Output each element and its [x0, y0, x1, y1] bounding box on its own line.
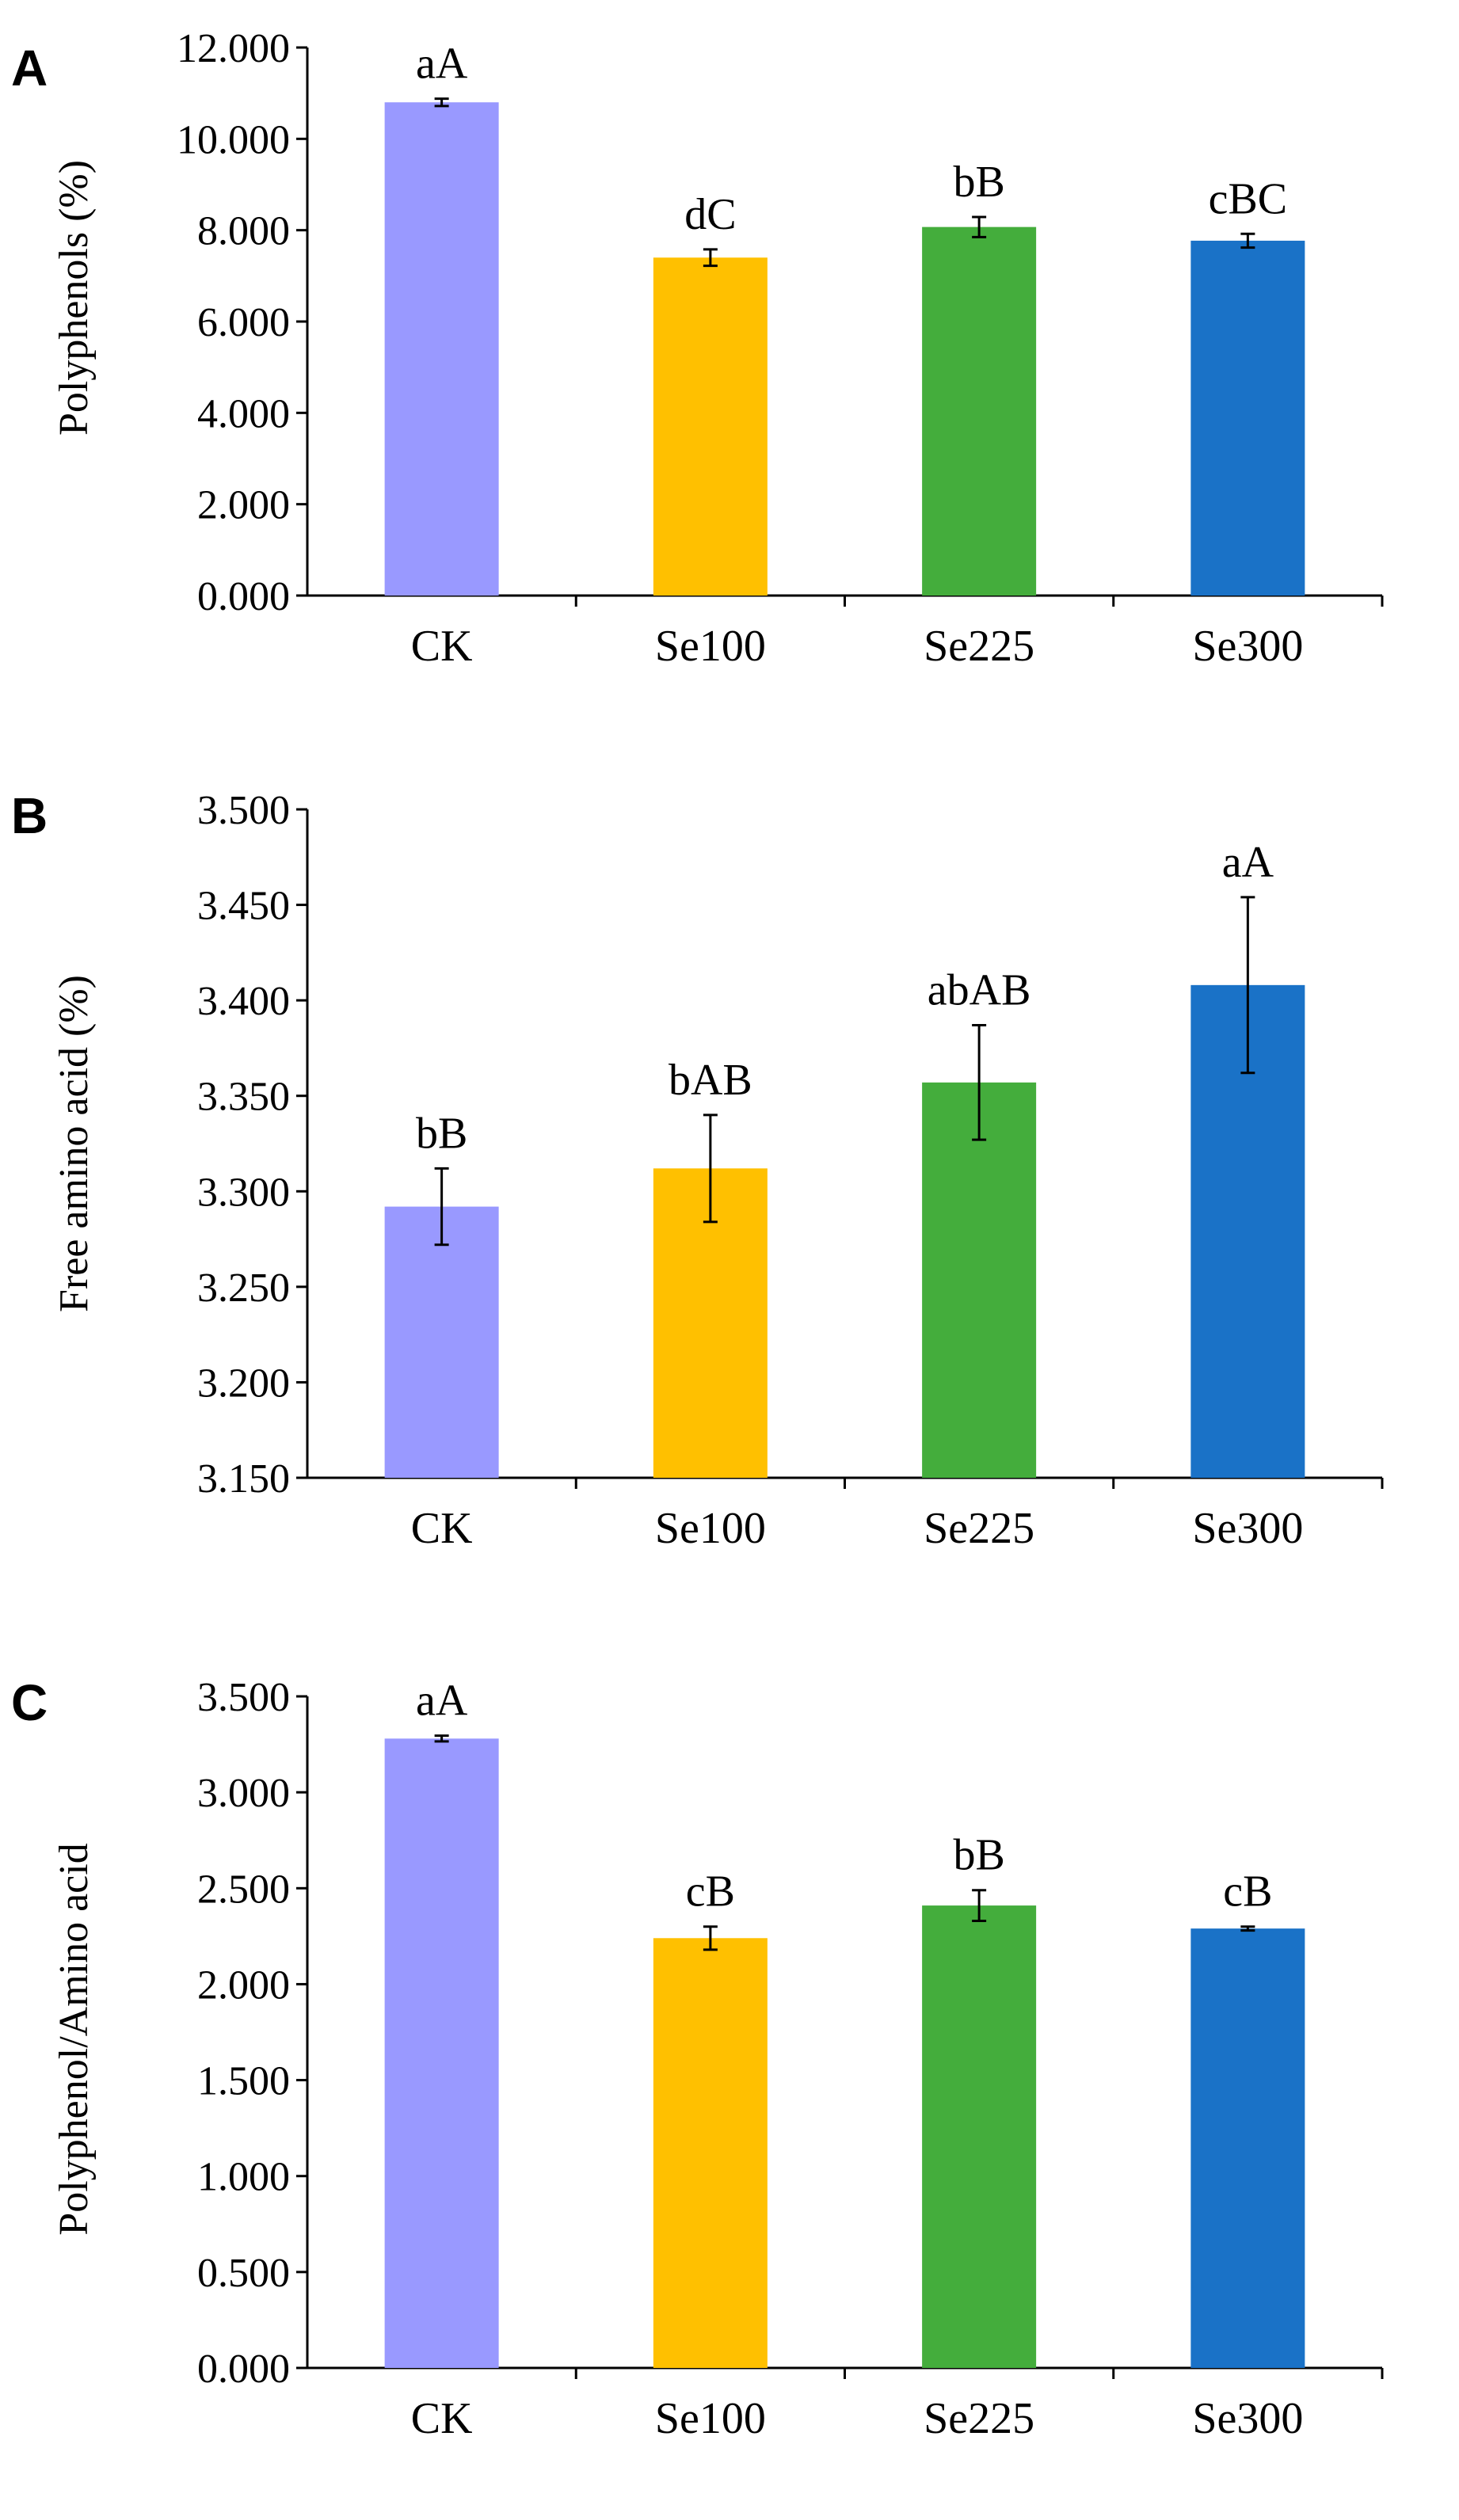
- y-tick-label: 4.000: [197, 391, 290, 436]
- bar-significance-label: dC: [684, 190, 736, 239]
- y-tick-label: 3.500: [197, 1675, 290, 1720]
- y-tick-label: 3.400: [197, 979, 290, 1024]
- error-bar: [972, 215, 987, 238]
- bar-ck: [384, 102, 499, 596]
- error-bar: [703, 1113, 718, 1224]
- bar-significance-label: aA: [1222, 838, 1274, 887]
- bar-significance-label: aA: [416, 1677, 468, 1726]
- error-bar: [972, 1023, 987, 1141]
- y-tick-label: 0.500: [197, 2251, 290, 2296]
- panel-letter: B: [11, 787, 48, 844]
- panel-letter: A: [11, 40, 48, 97]
- x-category-label: Se300: [1192, 1504, 1303, 1553]
- error-bar: [1240, 896, 1255, 1075]
- bar-significance-label: aA: [416, 40, 468, 89]
- y-tick-label: 6.000: [197, 300, 290, 345]
- x-category-label: Se300: [1192, 2394, 1303, 2443]
- y-tick-label: 3.200: [197, 1361, 290, 1406]
- y-tick-label: 3.350: [197, 1075, 290, 1120]
- error-bar: [703, 248, 718, 268]
- y-tick-label: 0.000: [197, 574, 290, 619]
- y-axis-title: Free amino acid (%): [51, 975, 97, 1312]
- x-category-label: Se300: [1192, 622, 1303, 671]
- bar-significance-label: bB: [953, 1831, 1004, 1880]
- bar-significance-label: bAB: [669, 1056, 752, 1105]
- x-category-label: Se100: [655, 1504, 766, 1553]
- bar-significance-label: abAB: [928, 965, 1031, 1014]
- bar-significance-label: cB: [1223, 1867, 1272, 1917]
- x-category-label: Se225: [924, 622, 1034, 671]
- y-tick-label: 3.150: [197, 1456, 290, 1502]
- error-bar: [972, 1889, 987, 1922]
- error-bar: [434, 1167, 449, 1247]
- y-tick-label: 2.500: [197, 1867, 290, 1912]
- x-category-label: Se225: [924, 2394, 1034, 2443]
- y-tick-label: 10.000: [177, 117, 290, 162]
- x-category-label: Se100: [655, 2394, 766, 2443]
- y-axis-title: Polyphenols (%): [51, 160, 97, 436]
- y-tick-label: 3.250: [197, 1266, 290, 1311]
- y-tick-label: 8.000: [197, 209, 290, 254]
- panel-b: B Free amino acid (%) 3.150 3.200 3.250 3.3…: [11, 787, 1384, 1553]
- y-tick-label: 3.450: [197, 884, 290, 929]
- x-category-label: CK: [411, 2394, 473, 2443]
- error-bar: [703, 1925, 718, 1951]
- y-tick-label: 12.000: [177, 26, 290, 71]
- y-tick-label: 2.000: [197, 483, 290, 528]
- error-bar: [1240, 1925, 1255, 1932]
- bar-significance-label: cB: [686, 1867, 735, 1917]
- bar-se100: [653, 257, 768, 596]
- bar-ck: [384, 1206, 499, 1478]
- bar-se225: [922, 1905, 1037, 2368]
- y-tick-label: 2.000: [197, 1962, 290, 2008]
- bar-significance-label: bB: [953, 158, 1004, 207]
- y-tick-label: 3.300: [197, 1170, 290, 1215]
- bar-se300: [1190, 240, 1305, 596]
- x-category-label: CK: [411, 622, 473, 671]
- y-axis-title: Polyphenol/Amino acid: [51, 1843, 97, 2235]
- panel-letter: C: [11, 1674, 48, 1731]
- y-tick-label: 3.000: [197, 1771, 290, 1816]
- error-bar: [434, 97, 449, 108]
- bar-significance-label: cBC: [1209, 174, 1288, 223]
- bar-se300: [1190, 1928, 1305, 2368]
- y-tick-label: 1.500: [197, 2059, 290, 2104]
- y-tick-label: 1.000: [197, 2155, 290, 2200]
- bar-se225: [922, 1082, 1037, 1478]
- bar-se100: [653, 1938, 768, 2368]
- panel-a: A Polyphenols (%) 0.000 2.000 4.000 6.000 8.…: [11, 26, 1384, 671]
- bar-se225: [922, 226, 1037, 596]
- error-bar: [1240, 232, 1255, 249]
- x-category-label: Se100: [655, 622, 766, 671]
- y-tick-label: 3.500: [197, 788, 290, 833]
- x-category-label: Se225: [924, 1504, 1034, 1553]
- bar-ck: [384, 1738, 499, 2368]
- error-bar: [434, 1734, 449, 1743]
- y-tick-label: 0.000: [197, 2347, 290, 2392]
- bar-significance-label: bB: [416, 1109, 467, 1158]
- panel-c: C Polyphenol/Amino acid 0.000 0.500 1.000 1…: [11, 1674, 1384, 2443]
- x-category-label: CK: [411, 1504, 473, 1553]
